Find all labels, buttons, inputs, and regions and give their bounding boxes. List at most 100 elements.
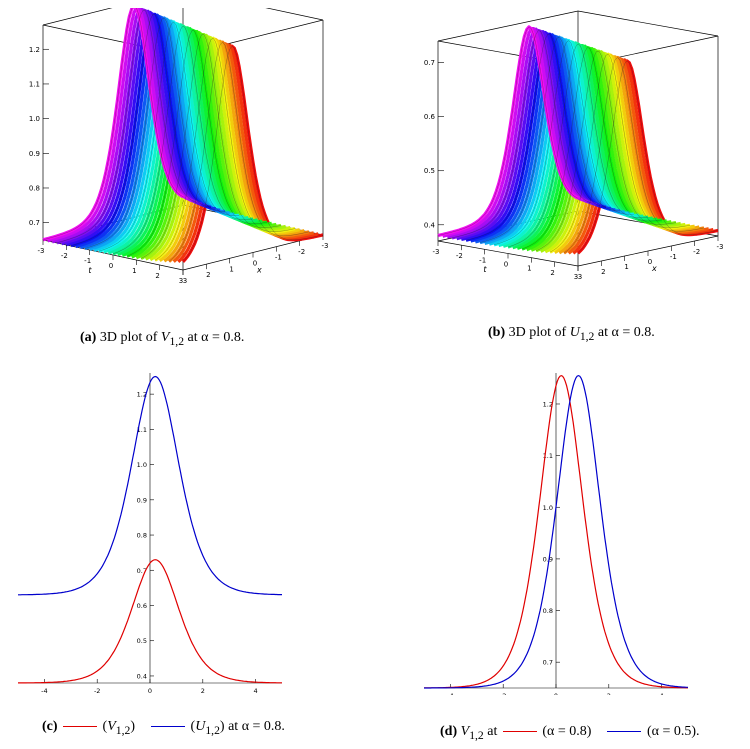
- caption-d-var: V: [460, 724, 470, 739]
- surface-slice: [177, 43, 319, 263]
- surface-slice: [460, 31, 602, 242]
- caption-c: (c) (V1,2) (U1,2) at α = 0.8.: [42, 719, 285, 737]
- t-tick-label: -3: [433, 248, 440, 256]
- surface-slice: [47, 8, 189, 243]
- x-tick-label: 4: [254, 687, 258, 695]
- caption-d: (d) V1,2 at (α = 0.8) (α = 0.5).: [440, 724, 700, 742]
- caption-d-tag: (d): [440, 724, 458, 739]
- box-top-edge: [265, 8, 324, 21]
- plot-b-3d-surface: 0.4 0.5 0.6 0.7 -3 -2 -1 0 1 2 3 t -3 -2 -1 0 1 2 3 x: [424, 10, 724, 281]
- caption-a-pre: 3D plot of: [99, 330, 158, 345]
- surface-slice: [65, 10, 207, 247]
- caption-c-s2-name: U: [195, 719, 206, 734]
- x-tick-label: -4: [447, 692, 453, 695]
- x-tick-label: -1: [275, 254, 282, 262]
- x-tick-label: 2: [607, 692, 611, 695]
- z-tick-label: 1.1: [29, 80, 40, 88]
- y-tick-label: 0.7: [543, 659, 553, 667]
- plot-d-line: 0.70.80.91.01.11.2-4-2024x: [424, 373, 688, 695]
- x-tick-label: -1: [670, 253, 677, 261]
- t-tick-label: 3: [574, 273, 578, 281]
- caption-c-s2-sub: 1,2: [205, 723, 220, 737]
- y-tick-label: 1.1: [137, 426, 147, 434]
- x-tick-label: -4: [41, 687, 47, 695]
- surface-slice: [456, 30, 598, 241]
- y-tick-label: 0.9: [137, 496, 147, 504]
- z-tick-label: 0.6: [424, 113, 436, 121]
- surface-mesh-line: [577, 60, 719, 254]
- x-tick-label: 3: [578, 273, 582, 281]
- legend-c-blue-line: [151, 726, 186, 728]
- caption-b-pre: 3D plot of: [508, 325, 567, 340]
- z-tick-label: 0.7: [29, 219, 40, 227]
- t-tick-label: 2: [550, 269, 554, 277]
- x-tick-label: -2: [94, 687, 100, 695]
- y-tick-label: 1.0: [137, 461, 147, 469]
- surface-mesh-line: [465, 33, 607, 241]
- y-tick-label: 1.1: [543, 452, 553, 460]
- t-tick-label: 2: [155, 272, 159, 280]
- x-tick-label: 1: [229, 265, 233, 273]
- caption-a-var: V: [160, 330, 170, 345]
- caption-c-s1-sub: 1,2: [115, 723, 131, 737]
- caption-b-var: U: [569, 325, 580, 340]
- caption-c-post: at: [228, 719, 239, 734]
- caption-a-post: at: [187, 330, 198, 345]
- t-tick-label: 0: [109, 262, 113, 270]
- x-axis-label: x: [256, 266, 262, 275]
- y-tick-label: 1.0: [543, 504, 553, 512]
- caption-b-tag: (b): [488, 325, 506, 340]
- y-tick-label: 0.6: [137, 602, 147, 610]
- box-top-edge: [577, 10, 719, 37]
- surface-mesh-line: [479, 37, 620, 243]
- x-axis-label: x: [651, 264, 657, 273]
- t-tick-label: -1: [84, 257, 91, 265]
- surface-mesh-line: [42, 8, 184, 240]
- x-tick-label: 2: [201, 687, 205, 695]
- t-tick-label: 0: [504, 261, 508, 269]
- caption-d-sub: 1,2: [469, 728, 484, 742]
- surface-mesh-line: [56, 9, 198, 243]
- series-line-1: [424, 374, 688, 689]
- x-tick-label: 0: [148, 687, 152, 695]
- x-tick-label: -3: [717, 243, 724, 251]
- caption-b-post: at: [597, 325, 608, 340]
- x-tick-label: 4: [660, 692, 664, 695]
- x-tick-label: -2: [298, 248, 305, 256]
- surface-mesh-line: [154, 38, 296, 261]
- caption-b-sub: 1,2: [579, 329, 595, 343]
- surface-slice: [61, 9, 203, 246]
- surface-slice: [446, 27, 588, 239]
- legend-d-red-line: [502, 731, 537, 733]
- surface-mesh-line: [563, 57, 705, 254]
- x-tick-label: 0: [253, 260, 257, 268]
- plot-a-3d-surface: 0.7 0.8 0.9 1.0 1.1 1.2 -3 -2 -1 0 1 2 3 t -3 -2 -1 0 1 2 3 x: [29, 8, 328, 285]
- box-top-edge: [42, 8, 113, 26]
- surface-slice: [51, 8, 193, 244]
- surface-mesh-line: [126, 29, 268, 257]
- caption-c-s1-name: V: [107, 719, 116, 734]
- surface-mesh-line: [437, 26, 579, 236]
- caption-a: (a) 3D plot of V1,2 at α = 0.8.: [80, 330, 244, 348]
- caption-d-end: .: [696, 724, 700, 739]
- t-tick-label: -3: [38, 247, 45, 255]
- y-tick-label: 0.8: [137, 532, 147, 540]
- z-tick-label: 1.0: [29, 115, 40, 123]
- y-tick-label: 1.2: [137, 391, 147, 399]
- surface-mesh-line: [451, 30, 593, 239]
- x-tick-label: 2: [206, 271, 210, 279]
- z-tick-label: 0.9: [29, 150, 40, 158]
- plot-c-line: 0.40.50.60.70.80.91.01.11.2-4-2024x: [18, 373, 282, 695]
- y-tick-label: 0.9: [543, 555, 553, 563]
- surface-mesh-line: [168, 41, 310, 262]
- surface-slice: [172, 42, 315, 263]
- legend-c-red-line: [63, 726, 98, 728]
- series-line-2: [424, 374, 688, 689]
- t-tick-label: -2: [456, 252, 463, 260]
- caption-b: (b) 3D plot of U1,2 at α = 0.8.: [488, 325, 655, 343]
- z-tick-label: 0.5: [424, 167, 435, 175]
- y-tick-label: 0.8: [543, 607, 553, 615]
- caption-d-s1: α = 0.8: [547, 724, 587, 739]
- x-tick-label: 2: [601, 268, 605, 276]
- z-tick-label: 0.4: [424, 221, 436, 229]
